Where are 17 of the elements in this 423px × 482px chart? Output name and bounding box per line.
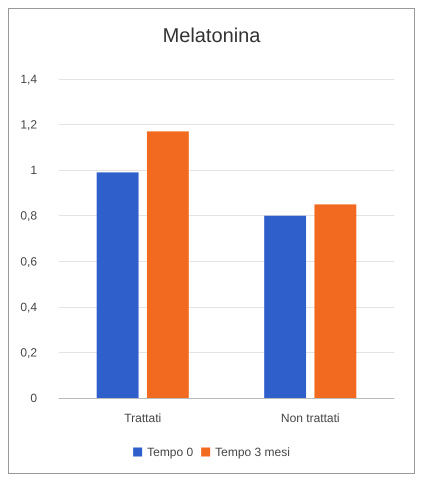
y-tick-label: 0 xyxy=(30,391,38,405)
bar xyxy=(96,172,139,398)
legend-label: Tempo 0 xyxy=(147,445,194,459)
bar xyxy=(314,204,356,398)
legend-label: Tempo 3 mesi xyxy=(215,445,290,459)
y-tick-label: 1,4 xyxy=(20,72,38,86)
y-tick-label: 0,2 xyxy=(20,345,38,360)
y-tick-label: 0,8 xyxy=(20,208,38,223)
x-tick-label: Non trattati xyxy=(280,411,340,425)
y-tick-label: 0,4 xyxy=(20,300,38,314)
bar xyxy=(146,131,189,398)
x-tick-label: Trattati xyxy=(124,411,162,425)
y-tick-label: 1,2 xyxy=(20,118,38,132)
y-tick-label: 0,6 xyxy=(20,254,38,268)
bar xyxy=(264,216,306,398)
chart-title: Melatonina xyxy=(162,25,262,47)
y-tick-label: 1 xyxy=(30,163,38,178)
